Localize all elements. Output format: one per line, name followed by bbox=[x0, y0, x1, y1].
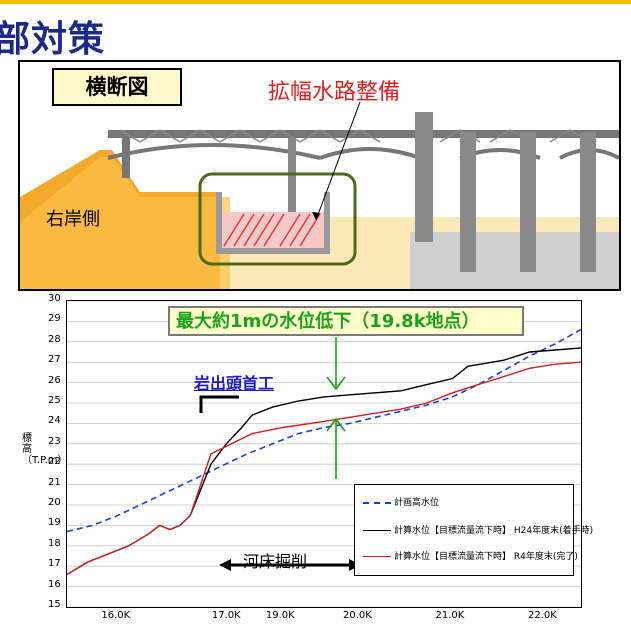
right-bank-label: 右岸側 bbox=[46, 209, 100, 230]
weir-bracket bbox=[199, 395, 239, 413]
legend-label-planned: 計画高水位 bbox=[394, 498, 440, 508]
y-tick-label: 24 bbox=[48, 415, 61, 427]
y-tick-label: 15 bbox=[48, 599, 61, 610]
y-axis-title: 標高（T.P.m） bbox=[22, 433, 68, 466]
y-tick-label: 20 bbox=[48, 497, 61, 508]
page-title: 部対策 bbox=[0, 19, 106, 60]
y-tick-label: 23 bbox=[48, 435, 61, 447]
dredge-arrow-left bbox=[219, 559, 231, 571]
x-tick-label: 22.0K bbox=[528, 610, 557, 621]
y-tick-label: 28 bbox=[48, 333, 61, 345]
y-tick-label: 29 bbox=[48, 313, 61, 325]
dredge-label: 河床掘削 bbox=[243, 552, 308, 571]
legend-label-r4: 計算水位【目標流量流下時】 R4年度末(完了) bbox=[394, 552, 578, 562]
y-tick-label: 18 bbox=[48, 537, 61, 549]
y-tick-label: 27 bbox=[48, 354, 61, 366]
chart-legend: 計画高水位 計算水位【目標流量流下時】 H24年度末(着手時) 計算水位【目標流… bbox=[354, 484, 593, 576]
y-tick-label: 26 bbox=[48, 374, 61, 386]
down-arrow-head bbox=[326, 376, 346, 391]
y-tick-label: 22 bbox=[48, 456, 61, 468]
x-tick-label: 17.0K bbox=[211, 610, 241, 621]
cross-section-title: 拡幅水路整備 bbox=[268, 80, 401, 105]
legend-swatch-h24 bbox=[363, 530, 391, 531]
series-line-2 bbox=[66, 361, 582, 576]
legend-item-planned: 計画高水位 bbox=[363, 495, 439, 508]
x-tick-label: 20.0K bbox=[342, 610, 372, 621]
y-tick-label: 21 bbox=[48, 476, 61, 488]
y-tick-label: 25 bbox=[48, 395, 61, 406]
legend-swatch-planned bbox=[363, 501, 391, 504]
series-line-0 bbox=[66, 328, 582, 533]
legend-label-h24: 計算水位【目標流量流下時】 H24年度末(着手時) bbox=[394, 526, 594, 536]
y-tick-label: 19 bbox=[48, 517, 61, 529]
x-tick-label: 21.0K bbox=[435, 610, 465, 621]
up-arrow-head bbox=[326, 417, 346, 432]
legend-swatch-r4 bbox=[363, 556, 391, 557]
y-tick-label: 16 bbox=[48, 578, 61, 590]
legend-item-h24: 計算水位【目標流量流下時】 H24年度末(着手時) bbox=[363, 523, 593, 536]
callout-text: 最大約1mの水位低下（19.8k地点） bbox=[176, 311, 480, 332]
weir-label: 岩出頭首工 bbox=[194, 374, 275, 393]
callout-box bbox=[168, 306, 524, 336]
cross-section-tag: 横断図 bbox=[52, 68, 182, 106]
x-tick-label: 16.0K bbox=[101, 610, 131, 621]
top-accent-line bbox=[0, 0, 631, 4]
legend-item-r4: 計算水位【目標流量流下時】 R4年度末(完了) bbox=[363, 549, 578, 562]
y-tick-label: 30 bbox=[48, 293, 61, 304]
x-tick-label: 19.0K bbox=[265, 610, 295, 621]
y-tick-label: 17 bbox=[48, 558, 61, 570]
